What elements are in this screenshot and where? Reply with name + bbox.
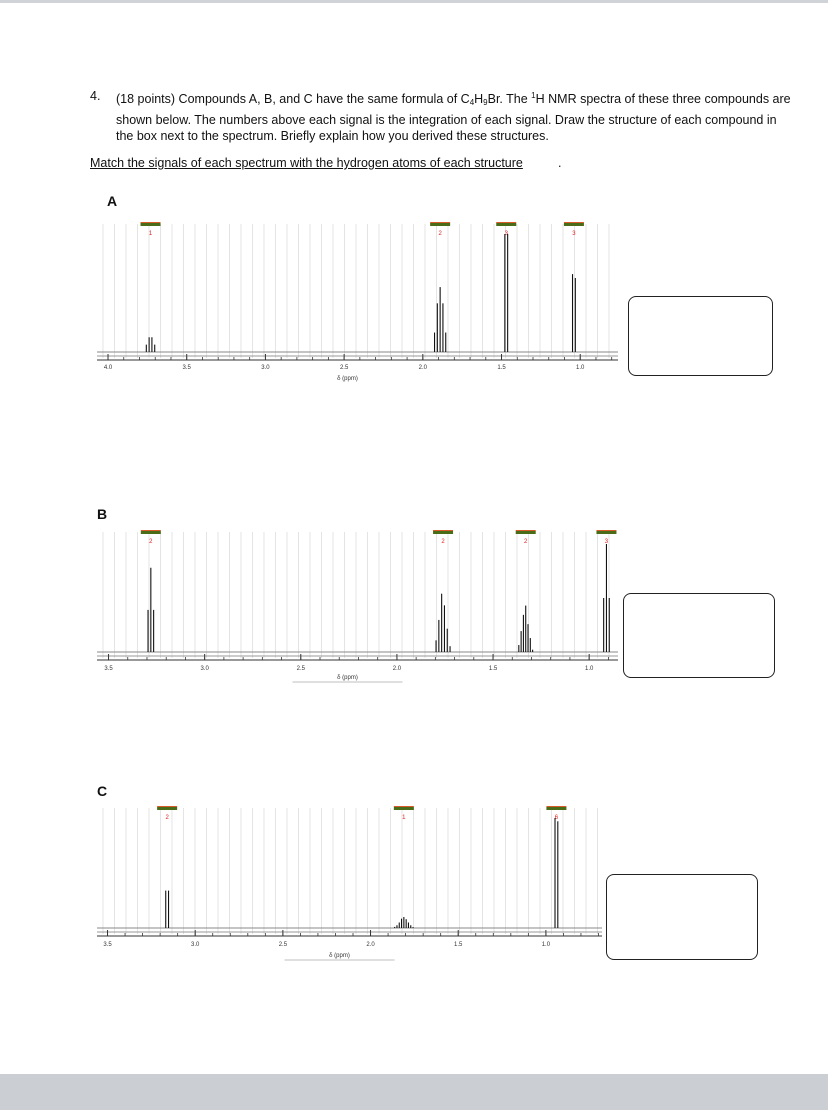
question-text: (18 points) Compounds A, B, and C have t… bbox=[116, 91, 791, 143]
top-border bbox=[0, 0, 828, 3]
question-number: 4. bbox=[90, 89, 101, 103]
tick-label-c: 1.5 bbox=[454, 942, 463, 948]
integration-label-c: 6 bbox=[555, 815, 559, 821]
integration-label-b: 2 bbox=[524, 539, 528, 545]
axis-title-c: δ (ppm) bbox=[329, 953, 350, 959]
instruction-period: . bbox=[558, 156, 562, 170]
integration-bar-edge bbox=[430, 222, 451, 223]
tick-label-a: 4.0 bbox=[104, 365, 113, 371]
integration-label-a: 2 bbox=[438, 231, 442, 237]
question-points: (18 points) bbox=[116, 92, 176, 106]
tick-label-b: 1.0 bbox=[585, 666, 594, 672]
tick-label-a: 3.5 bbox=[183, 365, 192, 371]
tick-label-c: 2.0 bbox=[366, 942, 375, 948]
integration-bar-edge bbox=[140, 530, 161, 531]
integration-label-a: 3 bbox=[572, 231, 576, 237]
integration-bar bbox=[433, 531, 454, 534]
integration-bar bbox=[546, 807, 567, 810]
tick-label-a: 2.0 bbox=[419, 365, 428, 371]
integration-bar bbox=[140, 223, 161, 226]
answer-box-b[interactable] bbox=[623, 593, 775, 678]
tick-label-b: 2.0 bbox=[393, 666, 402, 672]
integration-label-b: 2 bbox=[149, 539, 153, 545]
integration-bar bbox=[596, 531, 617, 534]
integration-bar-edge bbox=[546, 806, 567, 807]
integration-bar bbox=[430, 223, 451, 226]
tick-label-c: 2.5 bbox=[279, 942, 288, 948]
tick-label-c: 3.0 bbox=[191, 942, 200, 948]
spectrum-a-label: A bbox=[107, 193, 118, 209]
integration-label-c: 2 bbox=[165, 815, 169, 821]
integration-label-c: 1 bbox=[402, 815, 406, 821]
integration-bar-edge bbox=[596, 530, 617, 531]
tick-label-a: 1.5 bbox=[497, 365, 506, 371]
axis-title-b: δ (ppm) bbox=[337, 675, 358, 681]
spectrum-b-label: B bbox=[97, 506, 108, 522]
integration-bar bbox=[157, 807, 178, 810]
tick-label-a: 2.5 bbox=[340, 365, 349, 371]
integration-bar bbox=[563, 223, 584, 226]
tick-label-b: 1.5 bbox=[489, 666, 498, 672]
axis-title-a: δ (ppm) bbox=[337, 376, 358, 382]
integration-label-a: 1 bbox=[149, 231, 153, 237]
integration-bar-edge bbox=[515, 530, 536, 531]
integration-bar-edge bbox=[393, 806, 414, 807]
integration-label-a: 3 bbox=[505, 231, 509, 237]
integration-bar-edge bbox=[496, 222, 517, 223]
tick-label-c: 1.0 bbox=[542, 942, 551, 948]
integration-bar-edge bbox=[563, 222, 584, 223]
tick-label-b: 3.0 bbox=[200, 666, 209, 672]
tick-label-b: 3.5 bbox=[104, 666, 113, 672]
integration-bar bbox=[140, 531, 161, 534]
integration-label-b: 2 bbox=[441, 539, 445, 545]
integration-bar bbox=[515, 531, 536, 534]
answer-box-c[interactable] bbox=[606, 874, 758, 960]
tick-label-b: 2.5 bbox=[297, 666, 306, 672]
integration-bar bbox=[496, 223, 517, 226]
tick-label-c: 3.5 bbox=[103, 942, 112, 948]
tick-label-a: 1.0 bbox=[576, 365, 585, 371]
integration-bar bbox=[393, 807, 414, 810]
integration-label-b: 3 bbox=[605, 539, 609, 545]
bottom-border bbox=[0, 1074, 828, 1110]
tick-label-a: 3.0 bbox=[261, 365, 270, 371]
spectrum-c-label: C bbox=[97, 783, 108, 799]
integration-bar-edge bbox=[140, 222, 161, 223]
integration-bar-edge bbox=[433, 530, 454, 531]
integration-bar-edge bbox=[157, 806, 178, 807]
instruction-text: Match the signals of each spectrum with … bbox=[90, 156, 523, 170]
answer-box-a[interactable] bbox=[628, 296, 773, 376]
